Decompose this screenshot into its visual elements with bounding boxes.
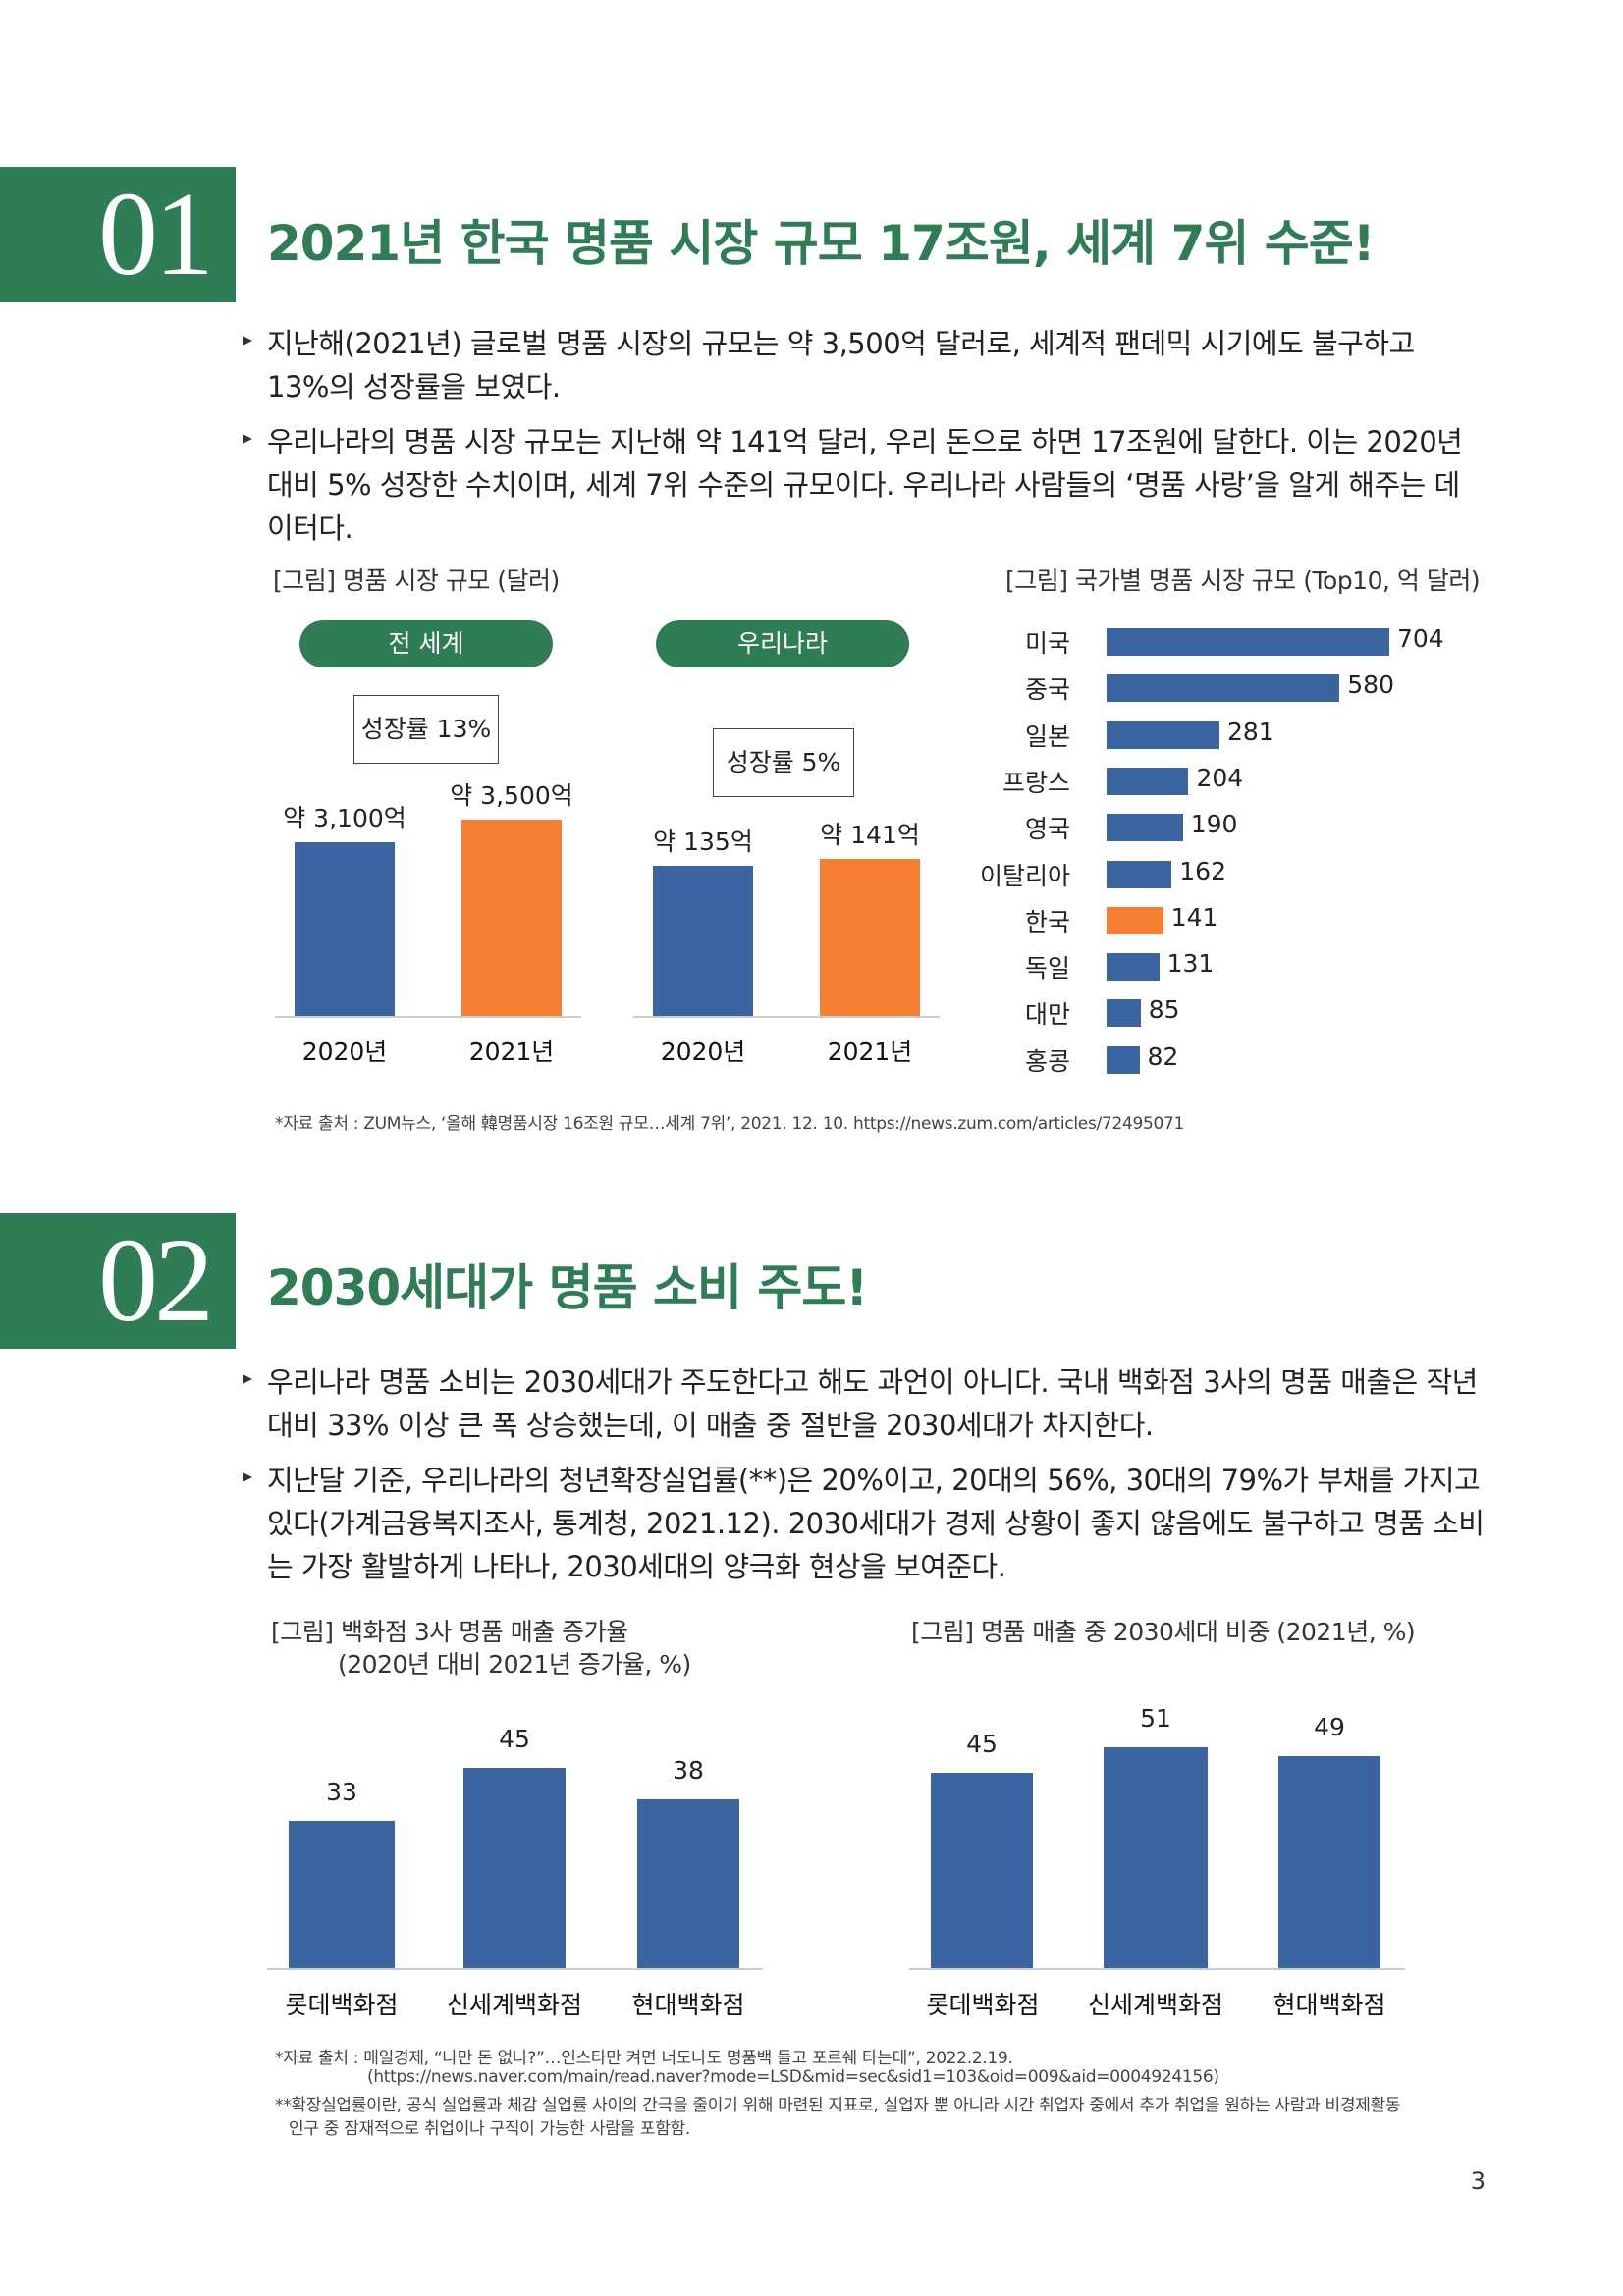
section-number-box — [0, 167, 236, 302]
bar — [1107, 674, 1340, 703]
data-label: 약 141억 — [820, 821, 920, 849]
figure-caption: [그림] 국가별 명품 시장 규모 (Top10, 억 달러) — [1005, 566, 1481, 595]
tick-label: 롯데백화점 — [926, 1991, 1040, 2019]
bullet-icon — [243, 1374, 252, 1384]
growth-box: 성장률 13% — [353, 695, 499, 764]
bar — [653, 865, 753, 1016]
bar — [1107, 721, 1219, 749]
data-label: 38 — [673, 1755, 704, 1785]
data-label: 33 — [326, 1778, 357, 1807]
category-label: 영국 — [1024, 815, 1070, 844]
paragraph: 우리나라 명품 소비는 2030세대가 주도한다고 해도 과언이 아니다. 국내… — [267, 1365, 1478, 1442]
data-label: 약 135억 — [653, 827, 753, 856]
category-label: 대만 — [1024, 1000, 1070, 1030]
data-label: 704 — [1397, 624, 1444, 653]
tick-label: 2021년 — [468, 1038, 555, 1066]
tick-label: 현대백화점 — [631, 1991, 745, 2019]
category-label: 프랑스 — [1001, 768, 1070, 797]
bar — [295, 841, 395, 1016]
axis-line — [267, 1968, 763, 1970]
tick-label: 신세계백화점 — [446, 1991, 582, 2019]
bar — [1107, 906, 1163, 934]
tick-label: 2020년 — [660, 1038, 746, 1066]
data-label: 204 — [1196, 763, 1244, 792]
category-label: 일본 — [1024, 721, 1070, 751]
axis-line — [909, 1968, 1405, 1970]
bar — [1107, 860, 1172, 888]
tick-label: 2020년 — [301, 1038, 388, 1066]
bullet-icon — [243, 1472, 252, 1482]
country-bar-chart: 미국 704 중국 580 일본 281 프랑스 204 영국 190 이탈리아 162 한국 141 독일… — [0, 0, 1623, 1099]
paragraph: 지난달 기준, 우리나라의 청년확장실업률(**)은 20%이고, 20대의 5… — [267, 1464, 1485, 1583]
bar — [1107, 999, 1141, 1028]
data-label: 580 — [1347, 670, 1394, 700]
bar — [820, 859, 920, 1016]
tick-label: 현대백화점 — [1272, 1991, 1386, 2019]
data-label: 141 — [1170, 902, 1218, 932]
data-label: 190 — [1190, 810, 1238, 839]
data-label: 85 — [1148, 995, 1180, 1025]
section-number: 02 — [98, 1214, 214, 1347]
category-label: 이탈리아 — [979, 861, 1070, 890]
section-title: 2030세대가 명품 소비 주도! — [267, 1259, 868, 1316]
paragraph: 지난해(2021년) 글로벌 명품 시장의 규모는 약 3,500억 달러로, … — [267, 327, 1415, 403]
data-label: 45 — [966, 1730, 998, 1759]
tick-label: 롯데백화점 — [285, 1991, 399, 2019]
data-label: 45 — [499, 1725, 530, 1753]
section-title: 2021년 한국 명품 시장 규모 17조원, 세계 7위 수준! — [267, 215, 1376, 272]
tick-label: 2021년 — [827, 1038, 913, 1066]
data-label: 281 — [1226, 717, 1274, 746]
axis-line — [633, 1016, 940, 1018]
figure-caption: (2020년 대비 2021년 증가율, %) — [338, 1650, 691, 1679]
section-number-box — [0, 1213, 236, 1349]
bullet-icon — [243, 434, 252, 444]
world-bar-chart: 약 3,100억 약 3,500억 2020년 2021년 — [275, 781, 581, 1070]
korea-label: 우리나라 — [656, 620, 909, 667]
category-label: 중국 — [1024, 675, 1070, 705]
paragraph: 우리나라의 명품 시장 규모는 지난해 약 141억 달러, 우리 돈으로 하면… — [267, 425, 1463, 545]
source-note: *자료 출처 : 매일경제, “나만 돈 없나?”…인스타만 켜면 너도나도 명… — [275, 2049, 1013, 2068]
dept-growth-chart: 33 45 38 롯데백화점 신세계백화점 현대백화점 — [267, 1708, 763, 2022]
bar — [1278, 1755, 1380, 1968]
bar — [931, 1773, 1033, 1968]
footnote: **확장실업률이란, 공식 실업률과 체감 실업률 사이의 간극을 줄이기 위해… — [275, 2096, 1401, 2115]
growth-box: 성장률 5% — [713, 728, 854, 797]
section-number: 01 — [98, 168, 214, 300]
data-label: 약 3,100억 — [283, 803, 406, 832]
bar — [1107, 1045, 1140, 1074]
axis-line — [275, 1016, 581, 1018]
bar — [637, 1798, 739, 1968]
page-number: 3 — [1470, 2167, 1486, 2195]
data-label: 약 3,500억 — [450, 781, 573, 810]
world-label: 전 세계 — [299, 620, 553, 667]
category-label: 한국 — [1024, 907, 1070, 936]
bar — [1104, 1747, 1208, 1968]
bar — [461, 820, 562, 1016]
bar — [289, 1821, 395, 1968]
source-note: *자료 출처 : ZUM뉴스, ‘올해 韓명품시장 16조원 규모…세계 7위’… — [275, 1114, 1185, 1134]
source-url: (https://news.naver.com/main/read.naver?… — [367, 2067, 1219, 2087]
category-label: 독일 — [1024, 954, 1070, 984]
korea-bar-chart: 약 135억 약 141억 2020년 2021년 — [633, 785, 940, 1070]
category-label: 홍콩 — [1024, 1046, 1070, 1076]
category-label: 미국 — [1024, 629, 1070, 658]
data-label: 131 — [1166, 949, 1215, 979]
footnote: 인구 중 잠재적으로 취업이나 구직이 가능한 사람을 포함함. — [289, 2119, 690, 2139]
data-label: 82 — [1147, 1041, 1179, 1071]
bar — [1107, 767, 1189, 795]
share-2030-chart: 45 51 49 롯데백화점 신세계백화점 현대백화점 — [909, 1704, 1405, 2022]
figure-caption: [그림] 명품 시장 규모 (달러) — [273, 566, 560, 595]
bar — [463, 1768, 566, 1968]
bar — [1107, 628, 1389, 656]
data-label: 162 — [1179, 856, 1226, 885]
figure-caption: [그림] 명품 매출 중 2030세대 비중 (2021년, %) — [911, 1618, 1416, 1646]
figure-caption: [그림] 백화점 3사 명품 매출 증가율 — [271, 1618, 628, 1646]
bullet-icon — [243, 336, 252, 346]
bar — [1107, 814, 1183, 842]
tick-label: 신세계백화점 — [1087, 1991, 1223, 2019]
data-label: 51 — [1140, 1704, 1171, 1733]
data-label: 49 — [1314, 1712, 1345, 1741]
bar — [1107, 953, 1160, 982]
